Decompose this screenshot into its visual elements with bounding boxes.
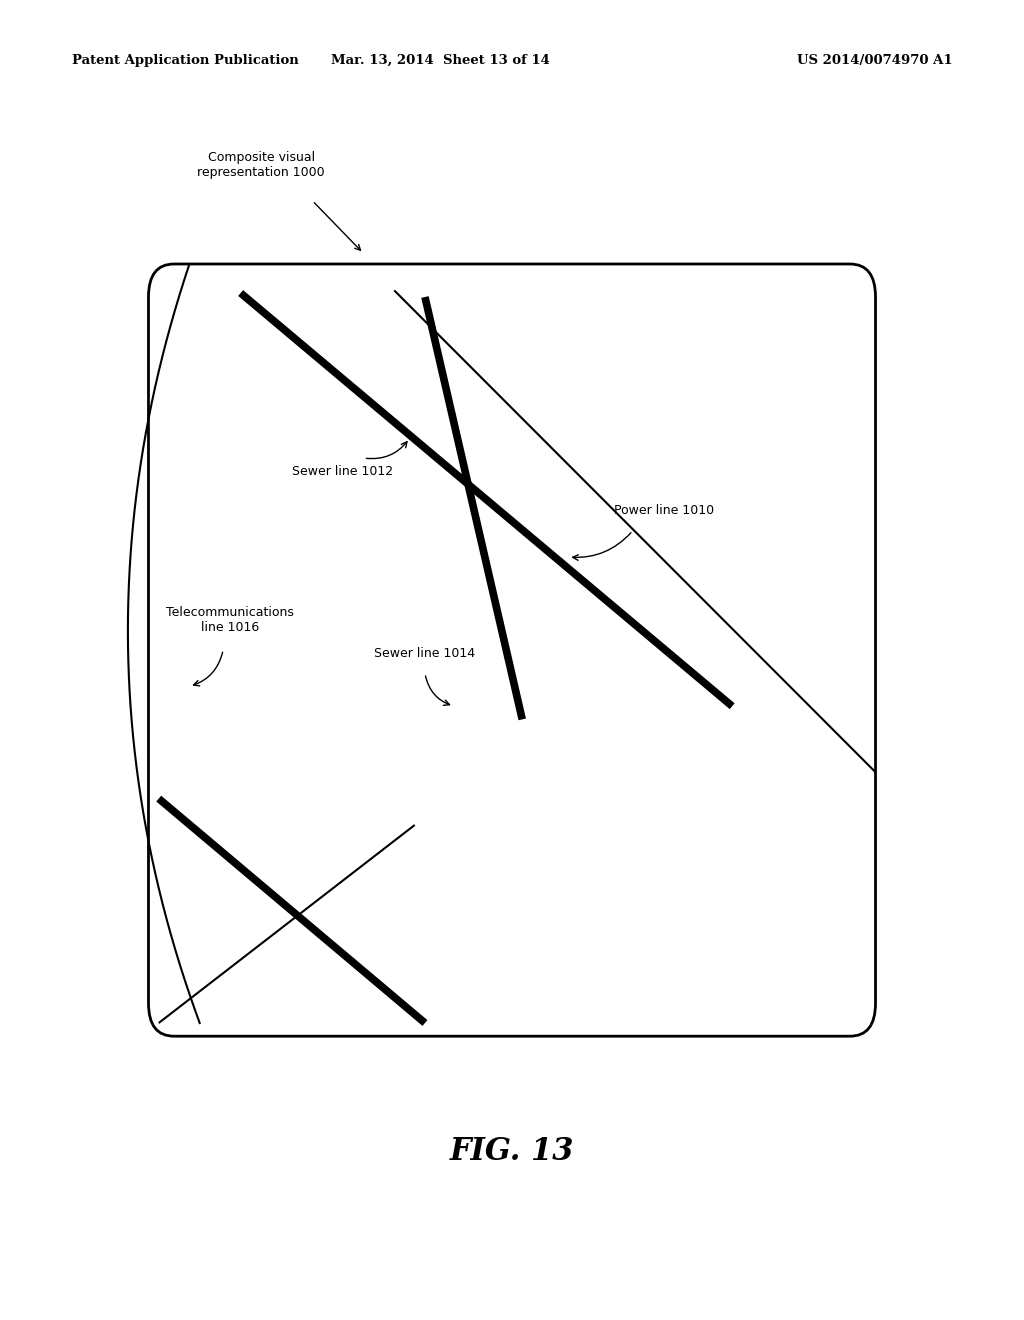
Text: Power line 1010: Power line 1010 — [614, 504, 715, 517]
Text: Mar. 13, 2014  Sheet 13 of 14: Mar. 13, 2014 Sheet 13 of 14 — [331, 54, 550, 67]
Text: Telecommunications
line 1016: Telecommunications line 1016 — [167, 606, 294, 635]
Text: Sewer line 1012: Sewer line 1012 — [292, 465, 393, 478]
Text: US 2014/0074970 A1: US 2014/0074970 A1 — [797, 54, 952, 67]
Text: Sewer line 1014: Sewer line 1014 — [374, 647, 475, 660]
Text: FIG. 13: FIG. 13 — [450, 1135, 574, 1167]
Text: Composite visual
representation 1000: Composite visual representation 1000 — [198, 150, 325, 180]
Text: Patent Application Publication: Patent Application Publication — [72, 54, 298, 67]
FancyBboxPatch shape — [148, 264, 876, 1036]
